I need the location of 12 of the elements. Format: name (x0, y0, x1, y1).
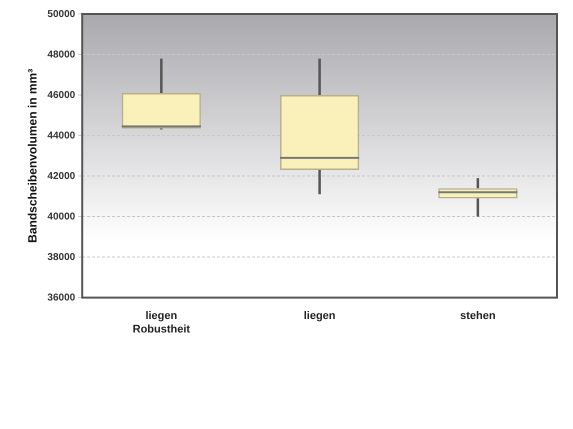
y-tick-label: 38000 (47, 252, 76, 263)
y-tick-label: 40000 (47, 211, 76, 222)
x-tick-label: stehen (460, 310, 496, 322)
y-tick-label: 36000 (47, 292, 76, 304)
y-tick-label: 46000 (47, 90, 76, 101)
y-tick-label: 50000 (47, 8, 76, 20)
x-tick-label: liegen (304, 310, 336, 322)
x-tick-label: liegen Robustheit (132, 310, 190, 336)
y-tick-label: 42000 (47, 170, 76, 182)
y-axis-title: Bandscheibenvolumen in mm³ (26, 68, 40, 243)
y-tick-label: 48000 (47, 49, 76, 60)
y-tick-label: 44000 (47, 130, 76, 142)
